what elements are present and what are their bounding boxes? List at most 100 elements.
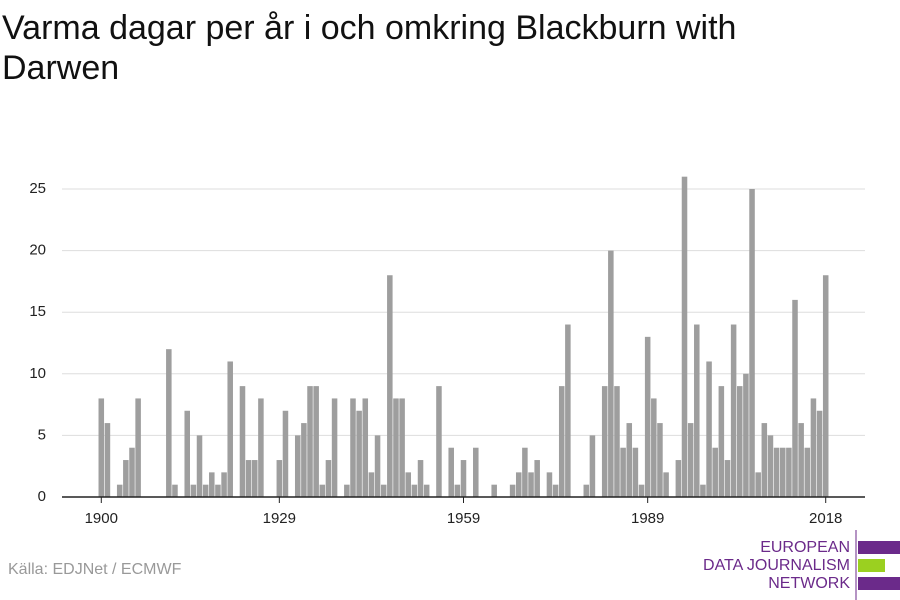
bar [301,423,307,497]
bar [534,460,540,497]
bar [116,484,123,497]
bar [98,398,105,497]
bar [804,447,811,497]
bar [792,299,798,497]
bar [528,472,534,497]
x-tick-label: 1959 [447,510,480,527]
bar [184,410,191,497]
bar [491,484,497,497]
bar [166,349,172,497]
bar [202,484,209,497]
y-tick-label: 0 [38,488,46,505]
bar [172,484,178,497]
bar [724,460,731,497]
bar [215,484,221,497]
bar [558,386,565,497]
bar [356,410,362,497]
bar [405,472,412,497]
bar [583,484,590,497]
bar [755,472,761,497]
bar [767,435,774,497]
bar [362,398,369,497]
chart-title: Varma dagar per år i och omkring Blackbu… [2,9,736,87]
bar [104,423,111,497]
bar [700,484,706,497]
bar [325,460,332,497]
bar [209,472,215,497]
x-tick-label: 2018 [809,510,842,527]
bar [565,324,571,497]
bar [417,460,424,497]
bar [522,447,528,497]
bar [350,398,356,497]
bar [773,447,780,497]
bar [460,460,467,497]
bar [761,423,768,497]
bar [473,447,479,497]
bar [620,447,626,497]
bar [454,484,461,497]
bar [313,386,319,497]
bar [374,435,381,497]
bar [135,398,141,497]
bar [552,484,559,497]
bar [749,189,755,497]
bar [282,410,289,497]
bar [614,386,620,497]
logo-bar [858,559,885,572]
bar [810,398,817,497]
bar [239,386,246,497]
x-tick-label: 1989 [631,510,664,527]
bar [221,472,227,497]
bar [411,484,418,497]
bar [393,398,399,497]
bar [589,435,596,497]
bar [730,324,737,497]
bar [344,484,350,497]
y-tick-label: 5 [38,426,46,443]
bar [798,423,804,497]
bar [245,460,252,497]
bar [436,386,442,497]
bar [675,460,682,497]
bar [368,472,375,497]
bar [736,386,743,497]
bar [651,398,657,497]
bar [509,484,516,497]
bar [387,275,393,497]
bar [129,447,135,497]
bar [786,447,792,497]
bar [276,460,283,497]
bar [706,361,712,497]
bar [663,472,669,497]
bar [632,447,639,497]
bar [687,423,694,497]
bar [816,410,823,497]
bar [227,361,233,497]
x-tick-label: 1900 [85,510,118,527]
bar [448,447,454,497]
y-tick-label: 25 [29,180,46,197]
bar [644,336,651,497]
bar [196,435,203,497]
bar [331,398,338,497]
bar [694,324,700,497]
source: Källa: EDJNet / ECMWF [8,561,182,578]
logo-text: DATA JOURNALISM [703,557,850,574]
logo-bar [858,541,900,554]
bar [319,484,326,497]
bar [779,447,786,497]
bar [608,250,614,497]
logo-text: EUROPEAN [760,539,850,556]
bar [399,398,405,497]
bar [626,423,633,497]
bar [822,275,829,497]
bar [681,176,688,497]
bar [515,472,522,497]
bar [252,460,258,497]
bar [601,386,608,497]
bar [712,447,718,497]
bar [307,386,313,497]
logo-text: NETWORK [768,575,850,592]
